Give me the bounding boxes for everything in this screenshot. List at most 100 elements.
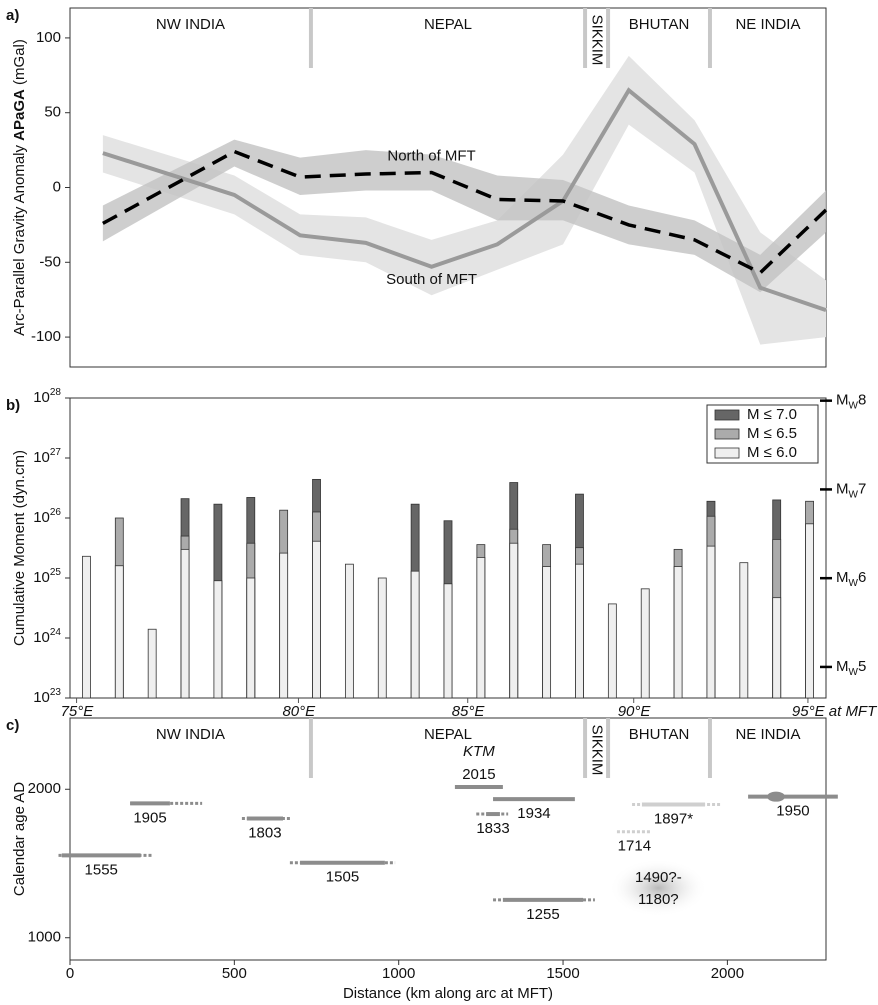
event-label: 1803 bbox=[248, 824, 281, 841]
x-tick-label: 80°E bbox=[282, 703, 316, 720]
event-label: 2015 bbox=[462, 766, 495, 783]
bar bbox=[706, 545, 716, 699]
event-label: 1555 bbox=[85, 861, 118, 878]
series-line bbox=[102, 149, 828, 275]
y-tick-label: 1026 bbox=[33, 507, 61, 526]
legend-swatch bbox=[714, 428, 740, 440]
x-tick-label: 1500 bbox=[546, 965, 579, 982]
event-label: 1897* bbox=[654, 811, 693, 828]
x-tick-label: 1000 bbox=[382, 965, 415, 982]
y-tick-label: 1027 bbox=[33, 447, 61, 466]
series-line bbox=[102, 87, 827, 313]
y-tick-label: -100 bbox=[31, 328, 61, 345]
uncertainty-band bbox=[102, 55, 826, 345]
panel-label: a) bbox=[6, 7, 19, 24]
region-label: SIKKIM bbox=[589, 15, 606, 66]
y-tick-exponent: 25 bbox=[50, 567, 62, 578]
y-tick-label: 100 bbox=[36, 29, 61, 46]
legend-label: M ≤ 6.5 bbox=[747, 425, 797, 442]
y-tick-exponent: 24 bbox=[50, 627, 62, 638]
region-label: SIKKIM bbox=[589, 725, 606, 776]
region-label: NW INDIA bbox=[156, 16, 225, 33]
y2-tick-sub: W bbox=[849, 578, 859, 589]
region-label: NW INDIA bbox=[156, 726, 225, 743]
x-tick-label: 75°E bbox=[61, 703, 95, 720]
y2-tick-prefix: M bbox=[836, 658, 849, 675]
epicenter bbox=[767, 791, 786, 802]
y2-tick-prefix: M bbox=[836, 480, 849, 497]
y-tick-base: 10 bbox=[33, 569, 50, 586]
bar bbox=[147, 628, 157, 699]
event-label: 1905 bbox=[133, 809, 166, 826]
series-label: North of MFT bbox=[387, 148, 475, 165]
event-label: 1714 bbox=[618, 838, 651, 855]
bar bbox=[82, 555, 91, 699]
uncertain-event bbox=[609, 858, 708, 918]
bar bbox=[607, 603, 617, 699]
y2-tick-sub: W bbox=[849, 667, 859, 678]
y-tick-exponent: 28 bbox=[50, 387, 62, 398]
y2-tick-sub: W bbox=[849, 489, 859, 500]
bar bbox=[575, 563, 584, 699]
event-label: 1934 bbox=[517, 805, 550, 822]
y-tick-label: 1024 bbox=[33, 627, 61, 646]
x-tick-label: 95°E at MFT bbox=[792, 703, 878, 720]
bar bbox=[344, 563, 354, 699]
y2-tick-number: 6 bbox=[858, 569, 866, 586]
event-label: 1505 bbox=[326, 869, 359, 886]
y-axis-title-part: Arc-Parallel Gravity Anomaly bbox=[11, 141, 28, 336]
bar bbox=[410, 570, 420, 699]
x-tick-label: 2000 bbox=[711, 965, 744, 982]
event-label: 1833 bbox=[476, 820, 509, 837]
y-tick-base: 10 bbox=[33, 389, 50, 406]
y-tick-label: 50 bbox=[44, 104, 61, 121]
y-tick-exponent: 27 bbox=[50, 447, 62, 458]
y-axis-title: Cumulative Moment (dyn.cm) bbox=[11, 450, 28, 646]
y-tick-label: -50 bbox=[39, 253, 61, 270]
x-tick-label: 0 bbox=[66, 965, 74, 982]
region-label: BHUTAN bbox=[629, 16, 690, 33]
panel-label: b) bbox=[6, 397, 20, 414]
y-tick-exponent: 23 bbox=[50, 687, 62, 698]
region-label: BHUTAN bbox=[629, 726, 690, 743]
y-tick-exponent: 26 bbox=[50, 507, 62, 518]
x-tick-label: 85°E bbox=[452, 703, 486, 720]
y-tick-label: 1023 bbox=[33, 687, 61, 706]
y-axis-title: Calendar age AD bbox=[11, 782, 28, 896]
y2-tick-number: 7 bbox=[858, 480, 866, 497]
region-label: NE INDIA bbox=[735, 726, 800, 743]
bar bbox=[443, 583, 453, 699]
x-tick-label: 500 bbox=[222, 965, 247, 982]
y-tick-base: 10 bbox=[33, 509, 50, 526]
region-label: NEPAL bbox=[424, 16, 472, 33]
y2-tick-label: MW7 bbox=[836, 480, 866, 500]
y2-tick-prefix: M bbox=[836, 392, 849, 409]
bar bbox=[312, 540, 321, 699]
bar bbox=[509, 542, 519, 699]
event-annotation: KTM bbox=[463, 743, 495, 760]
y-tick-label: 1025 bbox=[33, 567, 61, 586]
legend-swatch bbox=[714, 409, 740, 421]
bar bbox=[476, 557, 486, 699]
region-label: NE INDIA bbox=[735, 16, 800, 33]
bar bbox=[114, 565, 124, 699]
y-axis-title-part: APaGA bbox=[11, 89, 28, 141]
y2-tick-label: MW5 bbox=[836, 658, 866, 678]
bar bbox=[640, 588, 650, 699]
y2-tick-label: MW6 bbox=[836, 569, 866, 589]
bar bbox=[772, 597, 782, 699]
y2-tick-number: 8 bbox=[858, 392, 866, 409]
legend-label: M ≤ 7.0 bbox=[747, 406, 797, 423]
bar bbox=[805, 523, 814, 699]
bar bbox=[213, 580, 223, 699]
y-tick-label: 2000 bbox=[28, 780, 61, 797]
y-tick-label: 0 bbox=[53, 178, 61, 195]
y2-tick-label: MW8 bbox=[836, 392, 866, 412]
event-label: 1950 bbox=[776, 803, 809, 820]
y-tick-base: 10 bbox=[33, 629, 50, 646]
uncertainty-band bbox=[102, 139, 826, 293]
bar bbox=[279, 552, 289, 699]
y-tick-base: 10 bbox=[33, 689, 50, 706]
panel-label: c) bbox=[6, 717, 19, 734]
